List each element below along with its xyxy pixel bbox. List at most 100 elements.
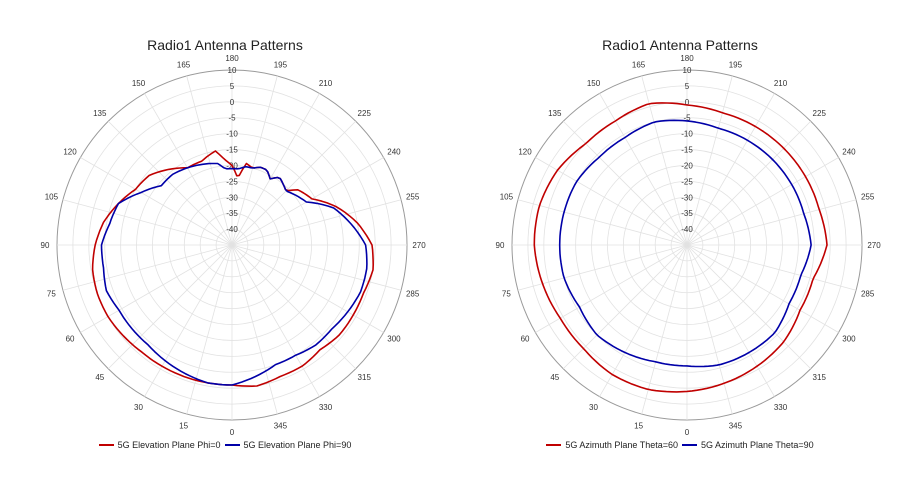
grid-spoke bbox=[62, 244, 233, 291]
angle-tick-label: 255 bbox=[406, 193, 420, 202]
radial-tick-label: -5 bbox=[228, 114, 236, 123]
angle-tick-label: 300 bbox=[387, 335, 401, 344]
grid-spoke bbox=[62, 199, 233, 246]
polar-chart: 1801952102252402552702853003153303450153… bbox=[496, 54, 882, 437]
grid-spoke bbox=[231, 244, 384, 333]
angle-tick-label: 90 bbox=[496, 241, 505, 250]
legend-swatch bbox=[546, 444, 562, 446]
series-line bbox=[533, 102, 828, 393]
grid-spoke bbox=[144, 244, 233, 397]
series-line bbox=[91, 150, 374, 387]
angle-tick-label: 300 bbox=[842, 335, 856, 344]
radial-tick-label: -15 bbox=[681, 146, 693, 155]
radial-tick-label: 5 bbox=[230, 82, 235, 91]
grid-spoke bbox=[686, 120, 812, 246]
grid-spoke bbox=[186, 75, 233, 246]
grid-spoke bbox=[231, 120, 357, 246]
radial-tick-label: -30 bbox=[681, 193, 693, 202]
radial-tick-label: 0 bbox=[230, 98, 235, 107]
grid-spoke bbox=[231, 244, 320, 397]
radial-tick-label: -40 bbox=[681, 225, 693, 234]
grid-spoke bbox=[186, 244, 233, 415]
grid-spoke bbox=[686, 244, 857, 291]
angle-tick-label: 120 bbox=[518, 148, 532, 157]
grid-spoke bbox=[80, 157, 233, 246]
angle-tick-label: 330 bbox=[319, 403, 333, 412]
angle-tick-label: 240 bbox=[387, 148, 401, 157]
radial-tick-label: 0 bbox=[685, 98, 690, 107]
angle-tick-label: 60 bbox=[521, 335, 530, 344]
angle-tick-label: 0 bbox=[685, 428, 690, 437]
grid-spoke bbox=[231, 93, 320, 246]
angle-tick-label: 285 bbox=[861, 289, 875, 298]
grid-spoke bbox=[686, 75, 733, 246]
grid-spoke bbox=[686, 199, 857, 246]
angle-tick-label: 120 bbox=[63, 148, 77, 157]
grid-spoke bbox=[107, 120, 233, 246]
angle-tick-label: 45 bbox=[550, 373, 559, 382]
chart-title: Radio1 Antenna Patterns bbox=[602, 37, 758, 53]
chart-panel-left: Radio1 Antenna Patterns 180 195 210 225 240 2… bbox=[0, 37, 450, 450]
angle-tick-label: 210 bbox=[319, 79, 333, 88]
angle-tick-label: 90 bbox=[41, 241, 50, 250]
grid-spoke bbox=[599, 93, 688, 246]
angle-tick-label: 30 bbox=[134, 403, 143, 412]
angle-tick-label: 195 bbox=[274, 60, 288, 69]
legend: 5G Azimuth Plane Theta=60 5G Azimuth Pla… bbox=[455, 440, 900, 450]
angle-tick-label: 225 bbox=[813, 109, 827, 118]
angle-tick-label: 15 bbox=[634, 422, 643, 431]
grid-spoke bbox=[641, 244, 688, 415]
radial-tick-label: -30 bbox=[226, 193, 238, 202]
legend-label: 5G Elevation Plane Phi=0 bbox=[117, 440, 221, 450]
angle-tick-label: 135 bbox=[548, 109, 562, 118]
radial-tick-label: -40 bbox=[226, 225, 238, 234]
legend-swatch bbox=[98, 444, 114, 446]
angle-tick-label: 75 bbox=[47, 289, 56, 298]
grid-spoke bbox=[231, 75, 278, 246]
radial-tick-label: 10 bbox=[228, 66, 237, 75]
angle-tick-label: 165 bbox=[632, 60, 646, 69]
angle-tick-label: 45 bbox=[95, 373, 104, 382]
legend-label: 5G Azimuth Plane Theta=60 bbox=[565, 440, 678, 450]
grid-spoke bbox=[517, 244, 688, 291]
grid-spoke bbox=[641, 75, 688, 246]
legend-label: 5G Azimuth Plane Theta=90 bbox=[701, 440, 814, 450]
legend-item: 5G Azimuth Plane Theta=90 bbox=[682, 440, 814, 450]
grid-spoke bbox=[686, 244, 812, 370]
angle-tick-label: 315 bbox=[358, 373, 372, 382]
grid-spoke bbox=[144, 93, 233, 246]
angle-tick-label: 285 bbox=[406, 289, 420, 298]
legend-label: 5G Elevation Plane Phi=90 bbox=[243, 440, 352, 450]
grid-spoke bbox=[686, 93, 775, 246]
angle-tick-label: 105 bbox=[500, 193, 514, 202]
angle-tick-label: 105 bbox=[45, 193, 59, 202]
angle-tick-label: 330 bbox=[774, 403, 788, 412]
radial-tick-label: 5 bbox=[685, 82, 690, 91]
angle-tick-label: 345 bbox=[274, 422, 288, 431]
polar-chart: 1801952102252402552702853003153303450153… bbox=[41, 54, 427, 437]
radial-tick-label: -35 bbox=[226, 209, 238, 218]
series-line bbox=[558, 119, 812, 368]
angle-tick-label: 180 bbox=[680, 54, 694, 63]
angle-tick-label: 195 bbox=[729, 60, 743, 69]
grid-spoke bbox=[686, 244, 733, 415]
radial-tick-label: -25 bbox=[681, 177, 693, 186]
grid-spoke bbox=[231, 199, 402, 246]
chart-title: Radio1 Antenna Patterns bbox=[147, 37, 303, 53]
radial-tick-label: -15 bbox=[226, 146, 238, 155]
angle-tick-label: 255 bbox=[861, 193, 875, 202]
legend-item: 5G Azimuth Plane Theta=60 bbox=[546, 440, 678, 450]
legend: 5G Elevation Plane Phi=0 5G Elevation Pl… bbox=[0, 440, 450, 450]
grid-spoke bbox=[231, 244, 278, 415]
grid-spoke bbox=[535, 157, 688, 246]
radial-tick-label: -10 bbox=[226, 130, 238, 139]
grid-spoke bbox=[107, 244, 233, 370]
radial-tick-label: -5 bbox=[683, 114, 691, 123]
angle-tick-label: 345 bbox=[729, 422, 743, 431]
radial-tick-label: 10 bbox=[683, 66, 692, 75]
series-line bbox=[100, 162, 368, 386]
angle-tick-label: 315 bbox=[813, 373, 827, 382]
angle-tick-label: 15 bbox=[179, 422, 188, 431]
legend-item: 5G Elevation Plane Phi=90 bbox=[224, 440, 352, 450]
angle-tick-label: 60 bbox=[66, 335, 75, 344]
